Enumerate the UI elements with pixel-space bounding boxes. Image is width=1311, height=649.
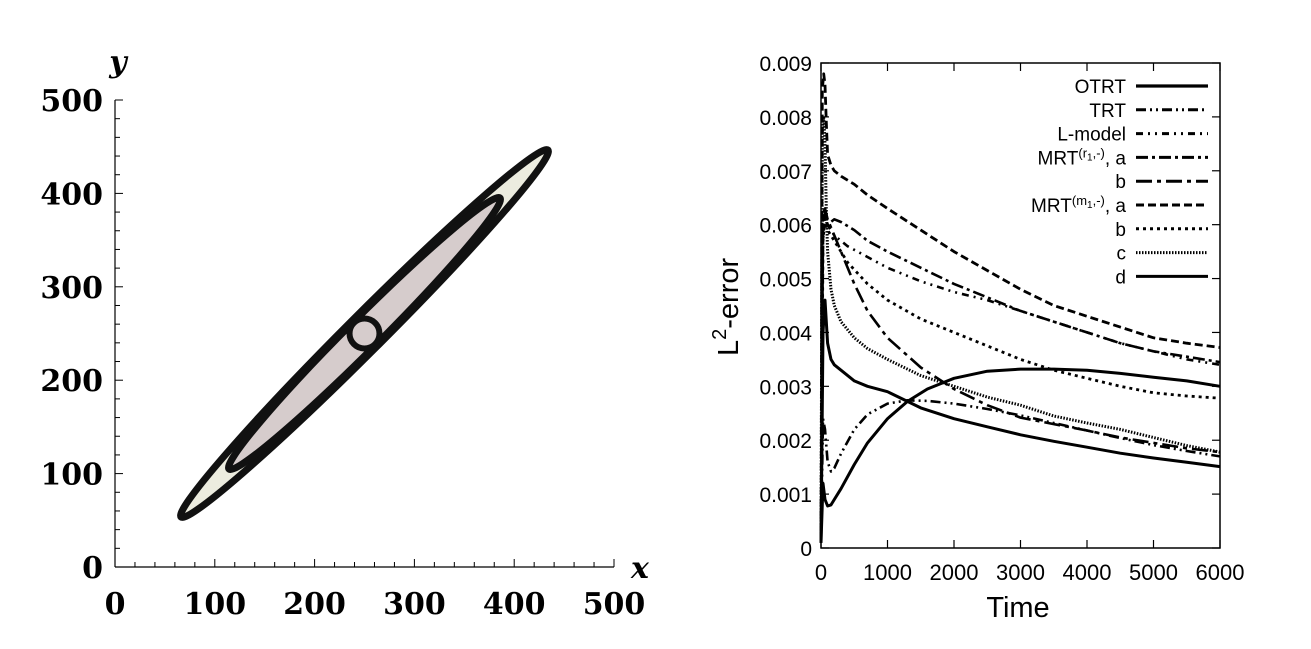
x-tick-label: 4000 <box>1063 560 1112 585</box>
legend-label: MRT(m1,-), a <box>1031 193 1126 218</box>
y-tick-label: 0 <box>82 551 103 586</box>
y-tick-label: 0.003 <box>759 376 812 399</box>
legend-label: b <box>1115 172 1126 193</box>
y-tick-label: 0.002 <box>759 430 812 453</box>
y-tick-label: 300 <box>40 271 103 306</box>
y-axis-label: y <box>108 45 129 80</box>
series-line-1 <box>819 298 1221 543</box>
y-tick-label: 0.001 <box>759 484 812 507</box>
x-tick-label: 3000 <box>996 560 1045 585</box>
x-tick-label: 400 <box>483 587 546 622</box>
y-tick-label: 0.006 <box>759 215 812 238</box>
legend-label: OTRT <box>1075 77 1127 98</box>
legend-label: L-model <box>1057 125 1126 146</box>
y-tick-label: 0.008 <box>759 107 812 130</box>
series-line-9 <box>819 367 1221 543</box>
x-tick-label: 1000 <box>863 560 912 585</box>
y-tick-label: 0.005 <box>759 269 812 292</box>
x-tick-label: 5000 <box>1129 560 1178 585</box>
x-axis-label: Time <box>986 592 1049 624</box>
series-line-5 <box>819 207 1221 543</box>
x-tick-label: 2000 <box>930 560 979 585</box>
x-tick-label: 0 <box>815 560 827 585</box>
contour-inner <box>225 194 504 473</box>
legend-label: MRT(r1,-), a <box>1038 145 1127 170</box>
legend-label: TRT <box>1089 101 1126 122</box>
y-axis-label: L2-error <box>709 258 745 356</box>
y-tick-label: 100 <box>40 458 103 493</box>
x-tick-label: 0 <box>105 587 126 622</box>
x-axis-label: x <box>630 551 650 586</box>
plot-frame <box>820 62 1221 549</box>
x-tick-label: 100 <box>183 587 246 622</box>
y-tick-label: 500 <box>40 84 103 119</box>
y-tick-label: 400 <box>40 177 103 212</box>
y-tick-label: 0.004 <box>759 322 812 345</box>
series-line-8 <box>819 115 1221 543</box>
y-tick-label: 200 <box>40 364 103 399</box>
legend-label: b <box>1115 220 1126 241</box>
x-tick-label: 300 <box>383 587 446 622</box>
contour-core <box>346 315 383 352</box>
error-plot-panel: 0 1000 2000 3000 4000 5000 6000 0 0.001 0.002 0.00… <box>709 53 1244 624</box>
series-line-2 <box>819 398 1221 543</box>
y-tick-label: 0.007 <box>759 161 812 184</box>
x-tick-label: 500 <box>583 587 646 622</box>
y-tick-label: 0.009 <box>759 53 812 76</box>
legend-label: c <box>1117 244 1127 265</box>
x-tick-label: 200 <box>283 587 346 622</box>
x-tick-label: 6000 <box>1196 560 1245 585</box>
legend-label: d <box>1115 267 1126 288</box>
y-tick-label: 0 <box>800 538 812 561</box>
series-line-7 <box>819 217 1221 543</box>
series-line-6 <box>819 72 1221 543</box>
